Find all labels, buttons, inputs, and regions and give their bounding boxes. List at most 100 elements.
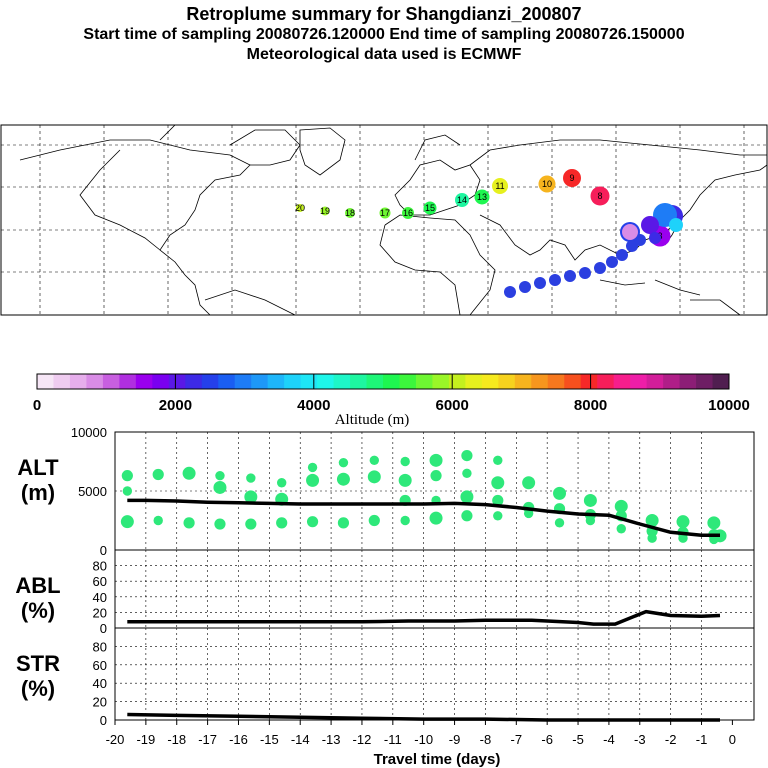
colorbar-swatch [300, 374, 318, 389]
colorbar-swatch [465, 374, 483, 389]
colorbar-axis-label: Altitude (m) [335, 412, 410, 428]
altitude-scatter-point [462, 468, 472, 478]
altitude-scatter-point [276, 517, 288, 529]
panel-unit: (%) [21, 676, 55, 701]
altitude-scatter-point [337, 517, 350, 529]
colorbar-swatches [37, 374, 730, 389]
altitude-scatter-point [244, 490, 258, 504]
timeseries-panels: 0500010000ALT(m)020406080ABL(%)020406080… [15, 425, 755, 768]
colorbar-swatch [432, 374, 450, 389]
str-series-line [127, 712, 720, 722]
sampling-times: Start time of sampling 20080726.120000 E… [83, 26, 685, 43]
colorbar-swatch [547, 374, 565, 389]
colorbar-swatch [580, 374, 598, 389]
y-tick-label: 40 [93, 590, 107, 605]
altitude-scatter-point [554, 518, 565, 528]
altitude-scatter-point [121, 470, 133, 482]
colorbar-swatch [597, 374, 615, 389]
colorbar-swatch [564, 374, 582, 389]
y-tick-label: 0 [100, 713, 107, 728]
colorbar-swatch [102, 374, 120, 389]
colorbar-swatch [448, 374, 466, 389]
plume-marker [296, 204, 304, 212]
y-tick-label: 60 [93, 574, 107, 589]
y-tick-label: 80 [93, 559, 107, 574]
plume-marker-label: 19 [320, 206, 330, 216]
x-tick-label: -18 [167, 732, 186, 747]
altitude-scatter-point [583, 493, 597, 507]
abl-series-line [127, 609, 721, 626]
x-tick-label: -16 [229, 732, 248, 747]
altitude-scatter-point [246, 473, 256, 483]
colorbar-swatch [383, 374, 400, 389]
altitude-scatter-point [306, 473, 320, 487]
altitude-scatter-point [614, 499, 628, 513]
altitude-scatter-point [429, 511, 443, 525]
y-tick-label: 20 [93, 695, 107, 710]
plume-marker [474, 189, 490, 205]
altitude-scatter-point [493, 455, 503, 466]
altitude-scatter-point [429, 453, 443, 467]
altitude-scatter-point [153, 515, 163, 526]
panel-unit: (m) [21, 480, 55, 505]
colorbar-tick-label: 4000 [297, 397, 330, 414]
panel-title: STR [16, 651, 60, 676]
plume-marker [423, 201, 437, 215]
plume-marker-label: 18 [345, 208, 355, 218]
y-tick-label: 5000 [78, 484, 107, 499]
x-axis: -20 -19 -18 -17 -16 -15 -14 -13 -12 -11 -10 -9 -8 -7-… [106, 720, 736, 768]
colorbar-tick-labels: 0 2000 4000 6000 8000 10000 [33, 397, 750, 414]
altitude-scatter-point [713, 529, 727, 543]
colorbar-swatch [646, 374, 664, 389]
colorbar-swatch [514, 374, 532, 389]
colorbar-swatch [168, 374, 186, 389]
x-tick-label: -4 [603, 732, 615, 747]
altitude-scatter-point [152, 468, 164, 481]
y-tick-label: 0 [100, 543, 107, 558]
colorbar-swatch [251, 374, 269, 389]
colorbar-swatch [333, 374, 351, 389]
colorbar-tick-label: 2000 [159, 397, 192, 414]
colorbar-tick-label: 10000 [708, 397, 750, 414]
plume-marker [549, 274, 561, 286]
altitude-scatter-point [122, 486, 133, 496]
x-tick-label: -14 [291, 732, 310, 747]
altitude-scatter-point [120, 515, 134, 529]
altitude-scatter-point [647, 533, 657, 543]
colorbar-swatch [53, 374, 71, 389]
x-tick-label: -12 [353, 732, 372, 747]
y-tick-label: 60 [93, 658, 107, 673]
plume-marker [504, 286, 516, 298]
altitude-scatter-point [336, 472, 350, 486]
plume-marker [534, 277, 546, 289]
plume-marker [622, 224, 638, 240]
plume-marker [590, 186, 610, 206]
str-panel: 0 20 40 60 80 STR(%) [16, 627, 755, 728]
plume-marker [379, 207, 391, 219]
y-tick-label: 0 [100, 621, 107, 636]
y-tick-label: 40 [93, 676, 107, 691]
altitude-scatter-point [707, 516, 721, 530]
altitude-scatter-point [306, 516, 319, 528]
colorbar-swatch [152, 374, 170, 389]
plume-marker-label: 8 [597, 191, 602, 201]
altitude-scatter-point [215, 470, 225, 481]
x-tick-label: -2 [665, 732, 677, 747]
x-axis-label: Travel time (days) [374, 751, 501, 768]
colorbar-swatch [284, 374, 302, 389]
altitude-scatter-point [183, 517, 195, 529]
altitude-scatter-point [678, 533, 688, 543]
plume-marker [492, 178, 508, 194]
colorbar-tick-label: 0 [33, 397, 41, 414]
x-tick-label: 0 [729, 732, 736, 747]
altitude-scatter-point [369, 455, 380, 466]
altitude-scatter-point [522, 476, 536, 490]
plume-marker [594, 262, 606, 274]
x-tick-label: -6 [541, 732, 553, 747]
altitude-scatter-point [245, 518, 257, 530]
plume-marker-label: 13 [477, 192, 487, 202]
altitude-scatter-point [461, 510, 473, 522]
altitude-scatter-point [214, 518, 226, 530]
